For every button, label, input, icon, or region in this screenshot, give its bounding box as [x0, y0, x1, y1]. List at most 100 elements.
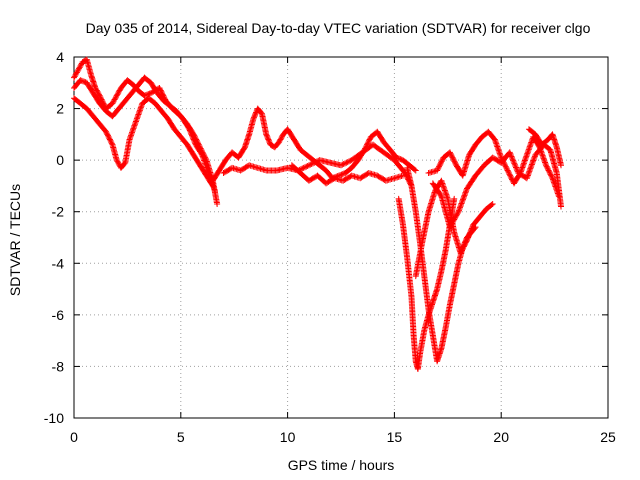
- data-point: [547, 171, 554, 178]
- data-point: [514, 167, 521, 174]
- data-point: [186, 127, 193, 134]
- data-point: [463, 186, 470, 193]
- y-axis-label: SDTVAR / TECUs: [7, 184, 23, 296]
- data-point: [451, 215, 458, 222]
- y-tick-label: -10: [44, 410, 64, 426]
- series-arc-2: [71, 74, 218, 195]
- data-point: [452, 159, 459, 166]
- y-tick-label: -4: [52, 255, 65, 271]
- data-point: [311, 159, 318, 166]
- series-arc-3: [71, 95, 216, 189]
- data-point: [454, 210, 461, 217]
- data-point: [435, 164, 442, 171]
- data-point: [531, 153, 538, 160]
- data-point: [455, 208, 462, 215]
- data-point: [73, 69, 80, 76]
- data-point: [198, 150, 205, 157]
- data-point: [450, 157, 457, 164]
- data-point: [112, 95, 119, 102]
- data-point: [264, 133, 271, 140]
- data-point: [457, 203, 464, 210]
- data-point: [489, 200, 496, 207]
- data-point: [189, 132, 196, 139]
- data-point: [558, 162, 565, 169]
- data-point: [364, 140, 371, 147]
- data-point: [338, 162, 344, 169]
- data-point: [343, 159, 350, 166]
- data-point: [71, 74, 77, 81]
- data-point: [461, 242, 468, 249]
- data-point: [266, 139, 273, 146]
- series-arc-5: [220, 141, 415, 189]
- data-point: [342, 160, 349, 167]
- data-point: [111, 96, 118, 103]
- data-point: [546, 170, 553, 177]
- data-point: [340, 161, 347, 168]
- data-point: [437, 159, 444, 166]
- x-tick-label: 20: [493, 429, 509, 445]
- data-point: [104, 132, 111, 139]
- data-point: [468, 226, 475, 233]
- data-point: [451, 216, 458, 223]
- data-point: [502, 163, 509, 170]
- data-point: [339, 171, 346, 178]
- y-tick-label: 2: [56, 101, 64, 117]
- data-point: [251, 113, 258, 120]
- data-point: [544, 164, 551, 171]
- series-arc-9: [412, 177, 496, 280]
- x-tick-label: 10: [280, 429, 296, 445]
- data-point: [190, 135, 197, 142]
- data-point: [544, 166, 551, 173]
- data-point: [264, 135, 271, 142]
- data-point: [211, 188, 218, 195]
- y-tick-label: -8: [52, 358, 65, 374]
- data-point: [312, 159, 319, 166]
- data-point: [399, 172, 406, 179]
- series-arc-6: [288, 162, 406, 187]
- data-point: [530, 157, 537, 164]
- data-point: [459, 197, 466, 204]
- data-point: [502, 162, 509, 169]
- data-point: [546, 168, 553, 175]
- data-point: [438, 158, 445, 165]
- data-point: [307, 161, 314, 168]
- data-point: [464, 235, 471, 242]
- data-point: [458, 200, 465, 207]
- data-point: [462, 239, 469, 246]
- data-point: [457, 201, 464, 208]
- data-point: [465, 233, 472, 240]
- data-point: [543, 162, 550, 169]
- data-point: [92, 84, 99, 91]
- data-point: [543, 163, 550, 170]
- data-point: [115, 90, 122, 97]
- data-point: [141, 92, 148, 99]
- data-point: [365, 137, 372, 144]
- data-point: [446, 149, 453, 156]
- data-point: [437, 161, 444, 168]
- data-point: [511, 160, 518, 167]
- data-point: [525, 169, 532, 176]
- data-point: [144, 91, 151, 98]
- data-point: [113, 92, 120, 99]
- data-point: [455, 207, 462, 214]
- data-point: [451, 158, 458, 165]
- data-point: [437, 192, 444, 199]
- data-point: [214, 200, 221, 207]
- data-point: [276, 137, 283, 144]
- data-point: [507, 173, 514, 180]
- data-point: [105, 133, 112, 140]
- data-point: [447, 150, 454, 157]
- data-point: [503, 166, 510, 173]
- data-point: [252, 110, 259, 117]
- data-point: [81, 78, 88, 85]
- data-point: [115, 161, 122, 168]
- data-point: [436, 162, 443, 169]
- data-point: [548, 172, 555, 179]
- data-point: [265, 136, 272, 143]
- data-point: [465, 234, 472, 241]
- data-point: [509, 156, 516, 163]
- data-point: [263, 132, 270, 139]
- data-point: [458, 247, 465, 254]
- data-point: [434, 167, 441, 174]
